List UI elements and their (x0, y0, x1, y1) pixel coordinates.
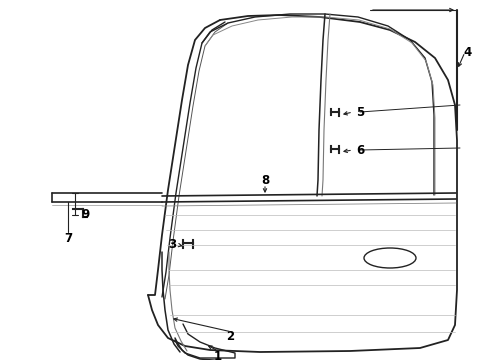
Text: 8: 8 (261, 174, 269, 186)
Text: 6: 6 (356, 144, 364, 157)
Text: 3: 3 (168, 238, 176, 252)
Text: 2: 2 (226, 329, 234, 342)
Text: 7: 7 (64, 231, 72, 244)
Text: 4: 4 (464, 45, 472, 58)
Text: 9: 9 (81, 208, 89, 221)
Text: 1: 1 (214, 350, 222, 360)
Text: 5: 5 (356, 105, 364, 118)
